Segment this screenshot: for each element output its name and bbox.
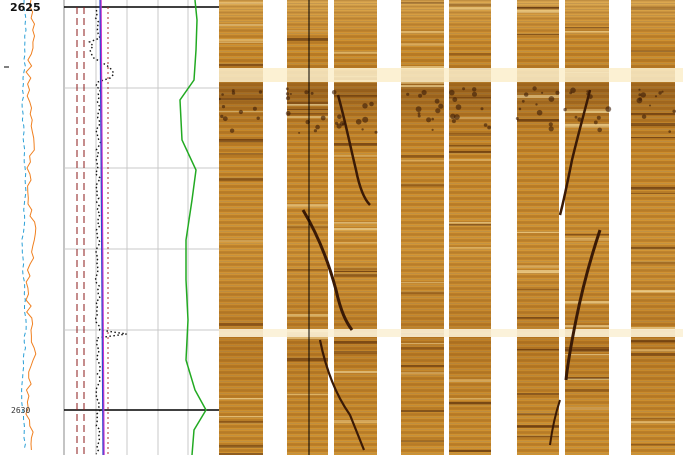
blue-curve (99, 0, 104, 455)
fracture-trace-1 (301, 209, 354, 331)
image-track (219, 0, 683, 455)
depth-label-top: 2625 (10, 1, 41, 14)
fracture-trace-6 (549, 399, 561, 446)
bright-band-2 (219, 329, 683, 337)
orange-curve (25, 0, 37, 451)
green-curve (179, 0, 207, 455)
magenta-curve (100, 0, 105, 455)
bright-band (219, 68, 683, 82)
fracture-trace-2 (336, 94, 371, 206)
fracture-trace-4 (564, 229, 602, 381)
curve-track (63, 0, 219, 455)
depth-label-bottom: 2630 (11, 406, 30, 415)
depth-track (0, 0, 63, 455)
fracture-trace-5 (558, 89, 592, 216)
fracture-trace-3 (318, 339, 366, 451)
curve-grid (64, 0, 219, 455)
light-blue-dashed-curve (21, 0, 27, 451)
